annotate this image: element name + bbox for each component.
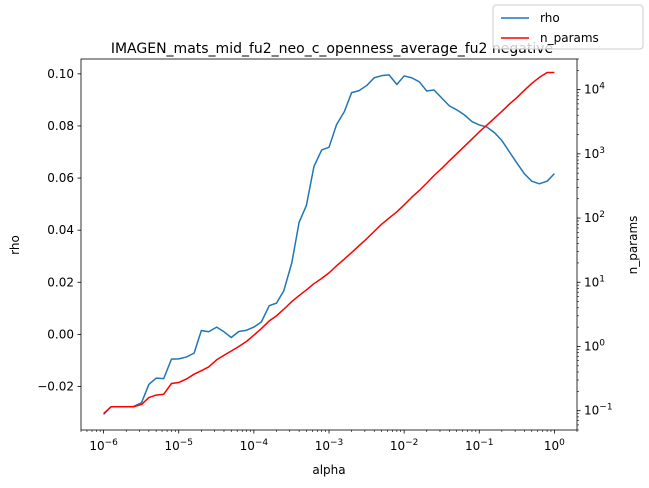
y2-tick-label-exponent: 3	[599, 146, 605, 156]
x-tick-label-exponent: −4	[255, 438, 269, 448]
y2-tick-label-exponent: −1	[599, 403, 612, 413]
y-tick-label: −0.02	[37, 379, 74, 393]
x-tick-label-exponent: −6	[105, 438, 119, 448]
x-tick-label-base: 10	[544, 439, 559, 453]
x-tick-label-base: 10	[390, 439, 405, 453]
y2-tick-label-exponent: 1	[599, 274, 605, 284]
y2-tick-label-exponent: 0	[599, 338, 605, 348]
legend-label-rho: rho	[540, 11, 560, 25]
y2-tick-label: 100	[584, 338, 605, 353]
series-line-rho	[103, 74, 555, 415]
y-tick-label: 0.04	[47, 223, 74, 237]
y2-tick-label-base: 10	[584, 211, 599, 225]
x-tick-label-exponent: −2	[405, 438, 418, 448]
x-tick-label-exponent: 0	[559, 438, 565, 448]
y2-tick-label-exponent: 4	[599, 82, 605, 92]
y2-tick-label: 103	[584, 146, 605, 161]
x-tick-label: 10−1	[465, 438, 494, 453]
y2-tick-label-base: 10	[584, 147, 599, 161]
x-tick-label-base: 10	[465, 439, 480, 453]
legend-box	[492, 4, 644, 50]
y2-axis-label: n_params	[626, 216, 640, 275]
x-tick-label-base: 10	[240, 439, 255, 453]
y2-tick-label: 101	[584, 274, 605, 289]
y2-tick-label-base: 10	[584, 339, 599, 353]
y-tick-label: 0.10	[47, 67, 74, 81]
x-tick-label: 10−3	[315, 438, 344, 453]
x-axis-label: alpha	[312, 463, 345, 477]
y2-tick-label-base: 10	[584, 275, 599, 289]
x-tick-label: 10−4	[240, 438, 269, 453]
x-tick-label: 10−2	[390, 438, 419, 453]
x-tick-label-base: 10	[315, 439, 330, 453]
x-tick-label: 10−5	[164, 438, 193, 453]
legend: rho n_params	[492, 4, 644, 50]
x-tick-label-exponent: −5	[180, 438, 193, 448]
x-tick-label-exponent: −1	[480, 438, 493, 448]
x-tick-label-exponent: −3	[330, 438, 343, 448]
y-tick-label: 0.06	[47, 171, 74, 185]
plot-area: 10−6 10−5 10−4 10−3 10−2 10−1 100−0.020.000.02…	[37, 58, 613, 453]
x-tick-label: 10−6	[89, 438, 118, 453]
y2-tick-label-base: 10	[584, 83, 599, 97]
y2-tick-label-base: 10	[584, 404, 599, 418]
y-tick-label: 0.00	[47, 327, 74, 341]
y2-tick-label: 102	[584, 210, 605, 225]
series-line-n-params	[103, 71, 555, 415]
x-tick-label-base: 10	[164, 439, 179, 453]
x-tick-label-base: 10	[89, 439, 104, 453]
x-tick-label: 100	[544, 438, 565, 453]
legend-label-n-params: n_params	[540, 31, 599, 45]
y2-tick-label: 104	[584, 82, 605, 97]
y-axis-label: rho	[8, 235, 22, 255]
y2-tick-label-exponent: 2	[599, 210, 605, 220]
y2-tick-label: 10−1	[584, 403, 613, 418]
y-tick-label: 0.08	[47, 119, 74, 133]
chart-title: IMAGEN_mats_mid_fu2_neo_c_openness_avera…	[111, 41, 553, 57]
y-tick-label: 0.02	[47, 275, 74, 289]
